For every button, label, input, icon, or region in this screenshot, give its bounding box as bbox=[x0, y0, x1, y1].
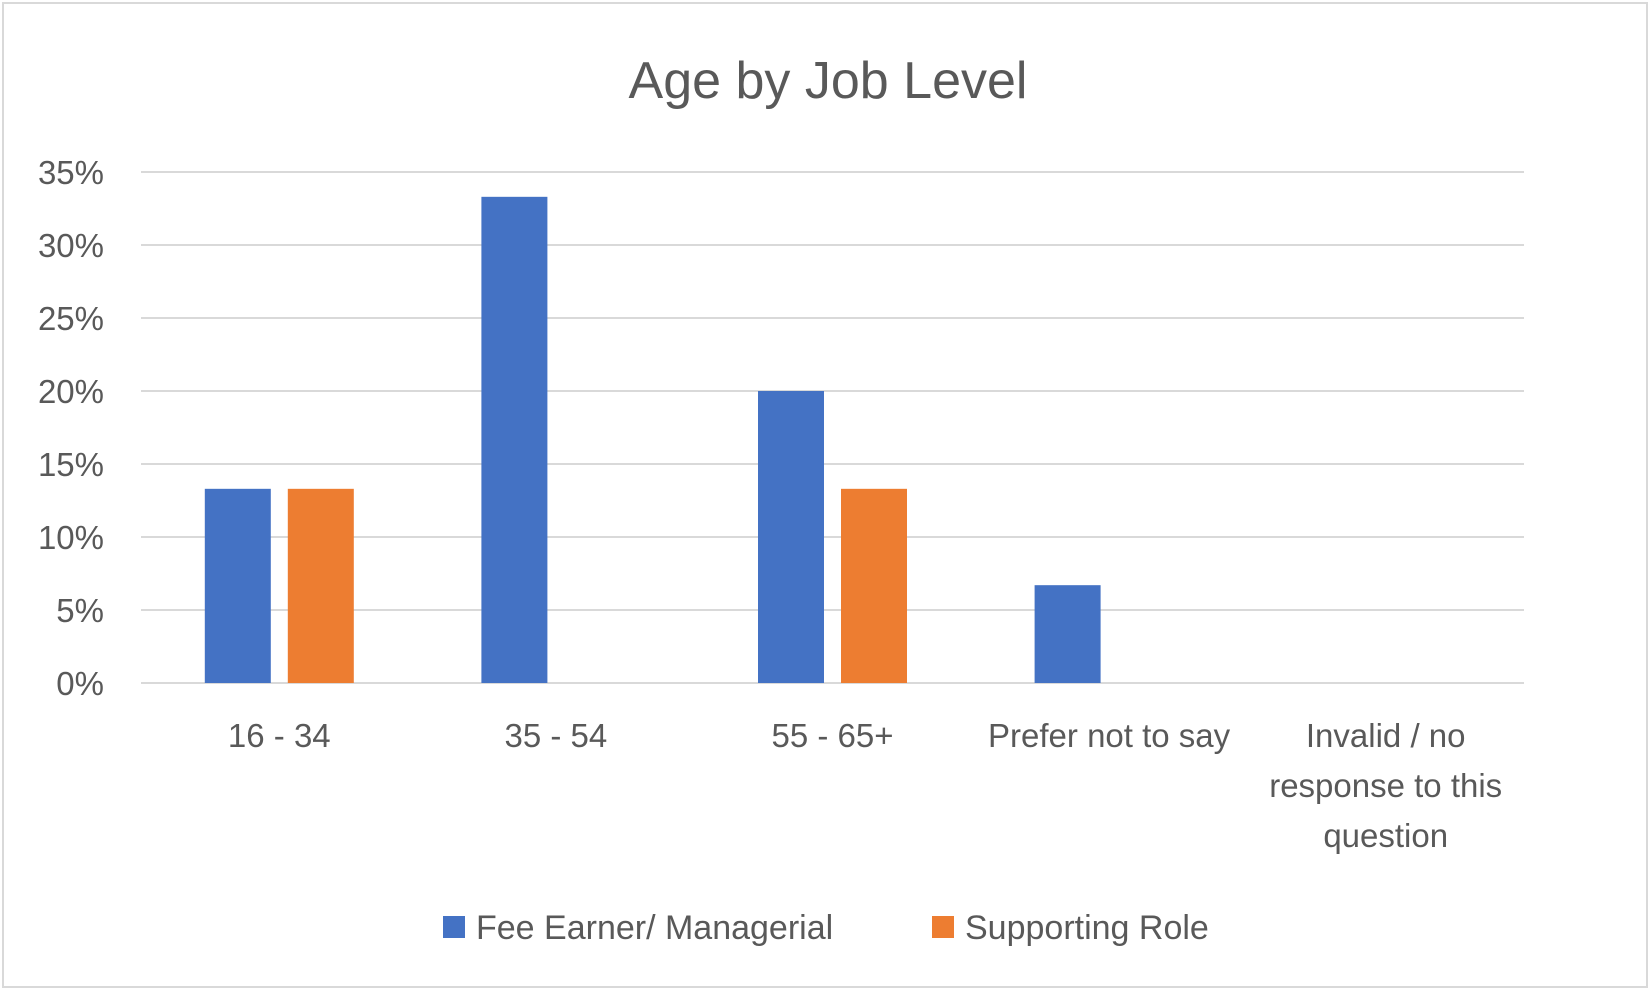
x-tick-label: Prefer not to say bbox=[988, 717, 1231, 754]
y-axis-ticks: 0% 5% 10% 15% 20% 25% 30% 35% bbox=[38, 154, 104, 702]
y-tick-label: 10% bbox=[38, 519, 104, 556]
x-tick-label: 55 - 65+ bbox=[771, 717, 893, 754]
x-tick-label-line: 35 - 54 bbox=[505, 717, 608, 754]
x-axis-ticks: 16 - 34 35 - 54 55 - 65+ Prefer not to say I… bbox=[228, 717, 1502, 854]
gridlines bbox=[141, 171, 1524, 684]
legend-swatch bbox=[932, 916, 954, 938]
bar-fee-earner bbox=[758, 391, 824, 683]
legend-swatch bbox=[443, 916, 465, 938]
y-tick-label: 0% bbox=[56, 665, 104, 702]
y-tick-label: 15% bbox=[38, 446, 104, 483]
bar-fee-earner bbox=[481, 196, 548, 683]
x-tick-label: 35 - 54 bbox=[505, 717, 608, 754]
bars bbox=[204, 196, 1101, 683]
x-tick-label-line: response to this bbox=[1269, 767, 1502, 804]
y-tick-label: 30% bbox=[38, 227, 104, 264]
legend-label: Fee Earner/ Managerial bbox=[476, 909, 833, 947]
x-tick-label-line: 55 - 65+ bbox=[771, 717, 893, 754]
x-tick-label-line: Invalid / no bbox=[1306, 717, 1466, 754]
legend-label: Supporting Role bbox=[965, 909, 1209, 947]
bar-fee-earner bbox=[1034, 585, 1101, 683]
legend-item: Fee Earner/ Managerial bbox=[443, 909, 833, 947]
bar-fee-earner bbox=[204, 488, 271, 683]
x-tick-label-line: Prefer not to say bbox=[988, 717, 1231, 754]
y-tick-label: 20% bbox=[38, 373, 104, 410]
chart-title: Age by Job Level bbox=[629, 52, 1028, 110]
legend-item: Supporting Role bbox=[932, 909, 1209, 947]
x-tick-label-line: 16 - 34 bbox=[228, 717, 331, 754]
y-tick-label: 35% bbox=[38, 154, 104, 191]
y-tick-label: 5% bbox=[56, 592, 104, 629]
chart-svg: Age by Job Level 0%5%10%15%20%25%30%35% … bbox=[38, 52, 1524, 947]
x-tick-label-line: question bbox=[1323, 817, 1448, 854]
bar-supporting-role bbox=[841, 488, 907, 683]
bar-supporting-role bbox=[287, 488, 354, 683]
x-tick-label: Invalid / no response to this question bbox=[1269, 717, 1502, 854]
legend: Fee Earner/ Managerial Supporting Role bbox=[443, 909, 1209, 947]
x-tick-label: 16 - 34 bbox=[228, 717, 331, 754]
y-tick-label: 25% bbox=[38, 300, 104, 337]
